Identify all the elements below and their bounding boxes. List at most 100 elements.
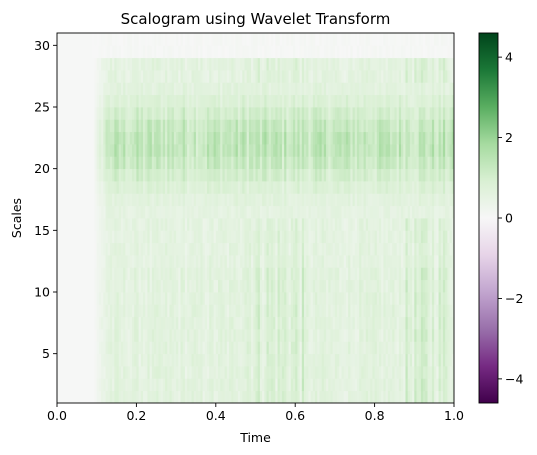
heatmap-cell — [202, 119, 206, 133]
heatmap-cell — [229, 156, 232, 170]
heatmap-cell — [356, 329, 360, 342]
heatmap-cell — [123, 119, 126, 133]
heatmap-cell — [434, 57, 437, 71]
heatmap-cell — [138, 316, 142, 330]
heatmap-cell — [281, 205, 285, 219]
heatmap-cell — [317, 107, 320, 120]
heatmap-cell — [127, 255, 131, 268]
heatmap-cell — [165, 316, 168, 330]
heatmap-cell — [151, 205, 155, 219]
heatmap-cell — [189, 279, 192, 293]
heatmap-cell — [198, 57, 201, 71]
heatmap-cell — [361, 70, 364, 83]
heatmap-cell — [264, 304, 267, 318]
heatmap-cell — [412, 57, 415, 71]
heatmap-cell — [332, 230, 336, 244]
heatmap-cell — [149, 390, 153, 403]
heatmap-cell — [381, 94, 384, 108]
heatmap-cell — [125, 341, 128, 355]
heatmap-cell — [359, 390, 362, 403]
heatmap-cell — [101, 366, 104, 379]
heatmap-cell — [209, 107, 212, 120]
heatmap-cell — [98, 156, 102, 170]
heatmap-cell — [376, 218, 380, 231]
heatmap-cell — [149, 353, 153, 367]
heatmap-cell — [262, 279, 265, 293]
heatmap-cell — [200, 193, 203, 207]
heatmap-cell — [244, 292, 248, 305]
heatmap-cell — [451, 131, 454, 145]
heatmap-cell — [257, 205, 261, 219]
heatmap-cell — [281, 316, 285, 330]
heatmap-cell — [235, 119, 239, 133]
heatmap-cell — [383, 94, 387, 108]
heatmap-cell — [416, 181, 420, 194]
heatmap-cell — [151, 144, 155, 157]
heatmap-cell — [306, 144, 309, 157]
heatmap-cell — [140, 218, 144, 231]
heatmap-cell — [112, 33, 115, 46]
heatmap-cell — [147, 353, 151, 367]
heatmap-cell — [127, 45, 131, 59]
heatmap-cell — [337, 353, 340, 367]
heatmap-cell — [290, 255, 294, 268]
heatmap-cell — [120, 329, 124, 342]
heatmap-cell — [348, 181, 351, 194]
heatmap-cell — [270, 242, 274, 256]
heatmap-cell — [361, 218, 364, 231]
heatmap-cell — [173, 45, 177, 59]
heatmap-cell — [359, 144, 362, 157]
heatmap-cell — [206, 119, 210, 133]
heatmap-cell — [447, 255, 450, 268]
heatmap-cell — [240, 57, 243, 71]
heatmap-cell — [310, 390, 314, 403]
heatmap-cell — [348, 279, 351, 293]
heatmap-cell — [409, 82, 413, 96]
heatmap-cell — [286, 304, 289, 318]
heatmap-cell — [374, 131, 378, 145]
heatmap-cell — [200, 341, 203, 355]
heatmap-cell — [120, 168, 124, 182]
heatmap-cell — [165, 341, 168, 355]
heatmap-cell — [156, 33, 159, 46]
heatmap-cell — [138, 292, 142, 305]
heatmap-cell — [136, 82, 140, 96]
heatmap-cell — [213, 205, 217, 219]
heatmap-cell — [315, 230, 318, 244]
heatmap-cell — [218, 230, 221, 244]
heatmap-cell — [167, 70, 170, 83]
heatmap-cell — [173, 292, 177, 305]
heatmap-cell — [191, 181, 195, 194]
heatmap-cell — [420, 341, 424, 355]
heatmap-cell — [96, 94, 100, 108]
heatmap-cell — [129, 316, 133, 330]
heatmap-cell — [140, 131, 144, 145]
heatmap-cell — [354, 242, 358, 256]
heatmap-cell — [204, 193, 208, 207]
heatmap-cell — [187, 316, 190, 330]
heatmap-cell — [257, 341, 261, 355]
heatmap-cell — [118, 70, 122, 83]
heatmap-cell — [438, 57, 442, 71]
heatmap-cell — [447, 181, 450, 194]
heatmap-cell — [449, 168, 453, 182]
heatmap-cell — [151, 292, 155, 305]
heatmap-cell — [154, 218, 157, 231]
heatmap-cell — [244, 366, 248, 379]
heatmap-cell — [299, 45, 303, 59]
heatmap-cell — [202, 378, 206, 392]
heatmap-cell — [112, 329, 115, 342]
heatmap-cell — [376, 279, 380, 293]
heatmap-cell — [304, 341, 307, 355]
heatmap-cell — [145, 156, 148, 170]
heatmap-cell — [222, 70, 226, 83]
heatmap-cell — [140, 205, 144, 219]
heatmap-cell — [292, 82, 296, 96]
heatmap-cell — [218, 366, 221, 379]
heatmap-cell — [334, 144, 338, 157]
heatmap-cell — [255, 156, 259, 170]
heatmap-cell — [160, 329, 164, 342]
heatmap-cell — [304, 33, 307, 46]
heatmap-cell — [242, 390, 245, 403]
heatmap-cell — [112, 341, 115, 355]
